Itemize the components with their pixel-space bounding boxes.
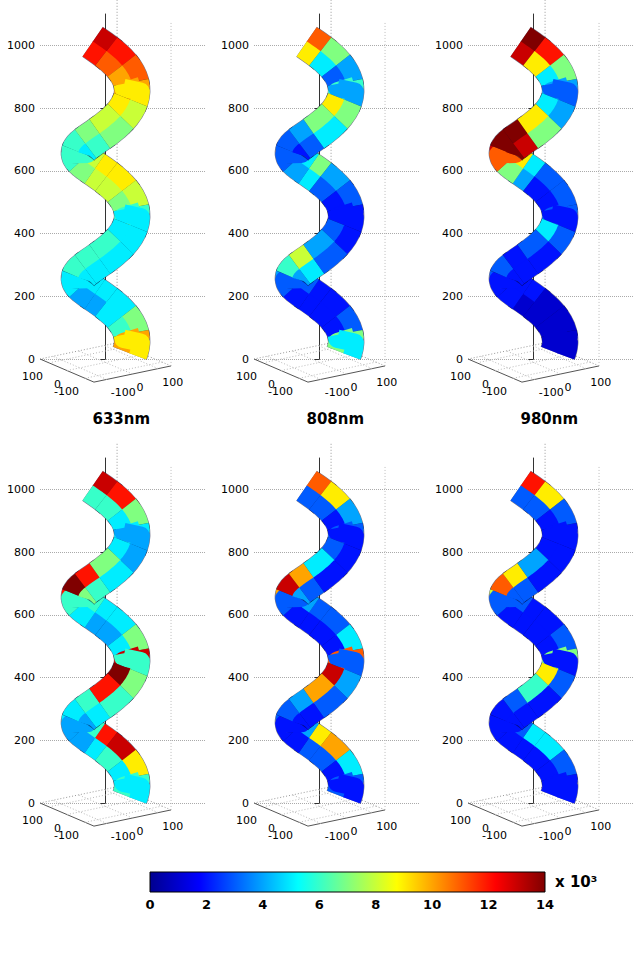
svg-text:100: 100 — [590, 376, 611, 389]
svg-text:-100: -100 — [482, 385, 507, 399]
svg-text:0: 0 — [268, 378, 275, 391]
svg-text:100: 100 — [590, 820, 611, 833]
svg-text:1000: 1000 — [221, 39, 249, 52]
svg-text:-100: -100 — [325, 386, 350, 399]
svg-text:8: 8 — [371, 897, 380, 912]
svg-text:-100: -100 — [54, 829, 79, 843]
svg-text:0: 0 — [145, 897, 154, 912]
svg-text:100: 100 — [236, 814, 257, 827]
svg-text:-100: -100 — [111, 830, 136, 843]
svg-text:100: 100 — [162, 820, 183, 833]
svg-text:800: 800 — [228, 102, 249, 115]
svg-text:100: 100 — [236, 370, 257, 383]
svg-text:800: 800 — [228, 546, 249, 559]
svg-text:0: 0 — [351, 825, 358, 838]
svg-text:600: 600 — [442, 608, 463, 621]
svg-text:2: 2 — [202, 897, 211, 912]
svg-text:600: 600 — [228, 164, 249, 177]
svg-text:0: 0 — [137, 381, 144, 394]
svg-text:0: 0 — [565, 381, 572, 394]
svg-text:600: 600 — [14, 164, 35, 177]
svg-text:12: 12 — [480, 897, 498, 912]
svg-text:-100: -100 — [539, 830, 564, 843]
svg-text:0: 0 — [242, 353, 249, 366]
svg-text:0: 0 — [565, 825, 572, 838]
svg-text:0: 0 — [54, 822, 61, 835]
svg-text:-100: -100 — [111, 386, 136, 399]
svg-text:400: 400 — [228, 671, 249, 684]
svg-text:1000: 1000 — [7, 39, 35, 52]
svg-text:0: 0 — [28, 797, 35, 810]
svg-text:200: 200 — [228, 734, 249, 747]
svg-text:x 10³: x 10³ — [555, 873, 597, 891]
svg-text:0: 0 — [351, 381, 358, 394]
svg-text:1000: 1000 — [435, 483, 463, 496]
svg-text:-100: -100 — [325, 830, 350, 843]
svg-text:200: 200 — [14, 734, 35, 747]
svg-text:0: 0 — [456, 797, 463, 810]
svg-text:800: 800 — [442, 102, 463, 115]
svg-text:6: 6 — [315, 897, 324, 912]
svg-text:0: 0 — [28, 353, 35, 366]
svg-text:633nm: 633nm — [93, 410, 151, 428]
svg-text:400: 400 — [442, 227, 463, 240]
svg-text:808nm: 808nm — [307, 410, 365, 428]
svg-text:0: 0 — [54, 378, 61, 391]
svg-text:1000: 1000 — [221, 483, 249, 496]
svg-text:800: 800 — [442, 546, 463, 559]
svg-text:400: 400 — [14, 227, 35, 240]
svg-text:0: 0 — [482, 822, 489, 835]
svg-text:200: 200 — [442, 734, 463, 747]
svg-text:400: 400 — [14, 671, 35, 684]
svg-text:600: 600 — [14, 608, 35, 621]
svg-text:100: 100 — [376, 376, 397, 389]
svg-text:4: 4 — [258, 897, 267, 912]
svg-text:100: 100 — [22, 814, 43, 827]
svg-text:400: 400 — [228, 227, 249, 240]
svg-text:14: 14 — [536, 897, 554, 912]
svg-text:-100: -100 — [482, 829, 507, 843]
svg-text:0: 0 — [137, 825, 144, 838]
svg-text:0: 0 — [482, 378, 489, 391]
svg-text:100: 100 — [376, 820, 397, 833]
svg-text:200: 200 — [442, 290, 463, 303]
svg-text:100: 100 — [450, 814, 471, 827]
svg-text:0: 0 — [242, 797, 249, 810]
svg-text:600: 600 — [442, 164, 463, 177]
svg-text:100: 100 — [162, 376, 183, 389]
svg-text:800: 800 — [14, 546, 35, 559]
svg-text:0: 0 — [456, 353, 463, 366]
svg-text:100: 100 — [22, 370, 43, 383]
svg-text:980nm: 980nm — [521, 410, 579, 428]
svg-text:400: 400 — [442, 671, 463, 684]
svg-text:0: 0 — [268, 822, 275, 835]
svg-text:-100: -100 — [54, 385, 79, 399]
svg-text:10: 10 — [423, 897, 441, 912]
svg-text:-100: -100 — [539, 386, 564, 399]
svg-text:200: 200 — [228, 290, 249, 303]
svg-text:1000: 1000 — [435, 39, 463, 52]
svg-text:100: 100 — [450, 370, 471, 383]
svg-text:200: 200 — [14, 290, 35, 303]
svg-text:800: 800 — [14, 102, 35, 115]
svg-text:600: 600 — [228, 608, 249, 621]
svg-text:-100: -100 — [268, 829, 293, 843]
svg-text:1000: 1000 — [7, 483, 35, 496]
svg-text:-100: -100 — [268, 385, 293, 399]
